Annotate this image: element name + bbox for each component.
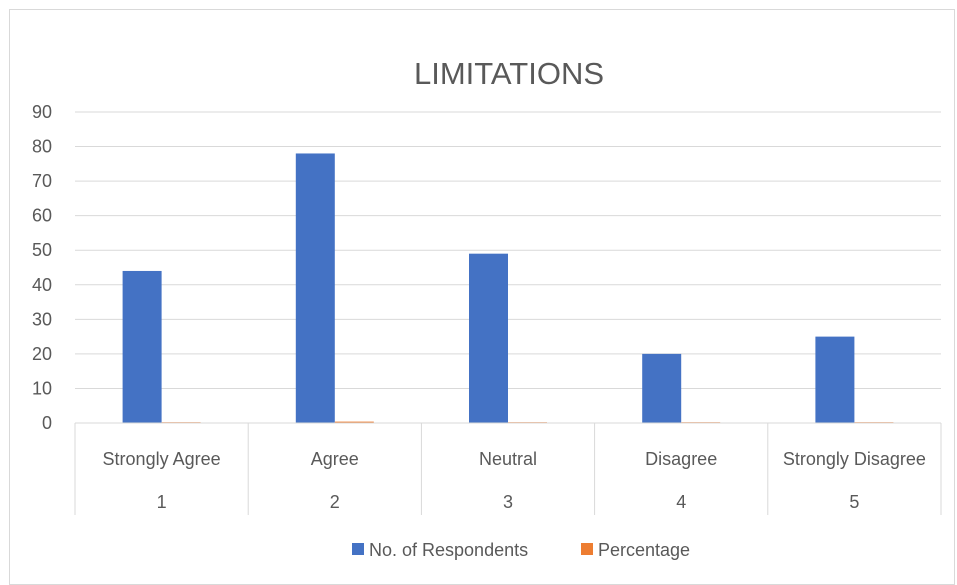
- x-category-label: Strongly Agree: [103, 449, 221, 469]
- legend-label: Percentage: [598, 540, 690, 560]
- legend-swatch: [352, 543, 364, 555]
- bar-respondents-5: [815, 336, 855, 423]
- y-tick-label: 50: [32, 240, 52, 260]
- y-tick-label: 20: [32, 344, 52, 364]
- y-tick-label: 40: [32, 275, 52, 295]
- bar-percentage-2: [334, 421, 374, 423]
- y-axis-ticks: 0 10 20 30 40 50 60 70 80 90: [32, 102, 52, 433]
- chart-title: LIMITATIONS: [414, 56, 604, 91]
- x-category-number: 1: [157, 492, 167, 512]
- x-category-label: Strongly Disagree: [783, 449, 926, 469]
- x-category-number: 5: [849, 492, 859, 512]
- y-tick-label: 10: [32, 378, 52, 398]
- bar-respondents-2: [295, 153, 335, 423]
- y-tick-label: 90: [32, 102, 52, 122]
- legend-swatch: [581, 543, 593, 555]
- x-category-number: 2: [330, 492, 340, 512]
- x-category-number: 4: [676, 492, 686, 512]
- legend: No. of Respondents Percentage: [352, 540, 690, 560]
- y-tick-label: 0: [42, 413, 52, 433]
- x-category-label: Disagree: [645, 449, 717, 469]
- y-tick-label: 80: [32, 137, 52, 157]
- bar-respondents-3: [469, 253, 508, 423]
- x-axis: Strongly Agree 1 Agree 2 Neutral 3 Disagree 4 St…: [74, 422, 942, 515]
- x-category-label: Neutral: [479, 449, 537, 469]
- legend-label: No. of Respondents: [369, 540, 528, 560]
- y-tick-label: 70: [32, 171, 52, 191]
- x-category-number: 3: [503, 492, 513, 512]
- x-category-label: Agree: [311, 449, 359, 469]
- bars: [122, 153, 894, 423]
- bar-respondents-1: [122, 270, 162, 423]
- y-tick-label: 60: [32, 206, 52, 226]
- bar-respondents-4: [642, 353, 682, 423]
- y-tick-label: 30: [32, 309, 52, 329]
